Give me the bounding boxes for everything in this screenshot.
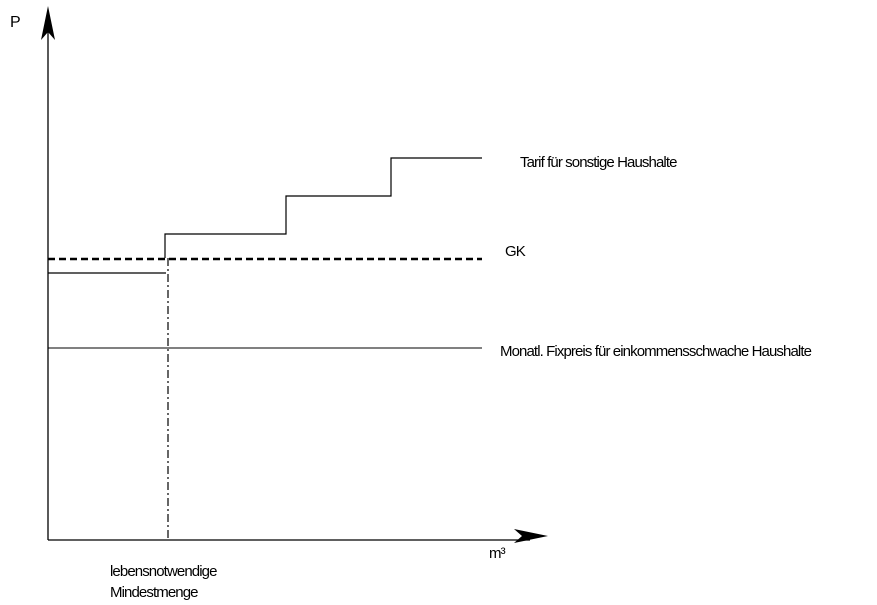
x-axis-label: m³ [489,545,506,562]
y-axis-arrowhead [41,6,55,40]
y-axis-label: P [10,14,21,31]
label-mindestmenge-line2: Mindestmenge [110,584,198,601]
label-tarif-sonstige: Tarif für sonstige Haushalte [520,154,677,171]
label-gk: GK [505,243,526,260]
x-axis-arrowhead [514,529,548,543]
label-mindestmenge-line1: lebensnotwendige [110,563,217,580]
label-fixpreis: Monatl. Fixpreis für einkommensschwache … [500,343,812,360]
tariff-step-line [164,157,482,258]
